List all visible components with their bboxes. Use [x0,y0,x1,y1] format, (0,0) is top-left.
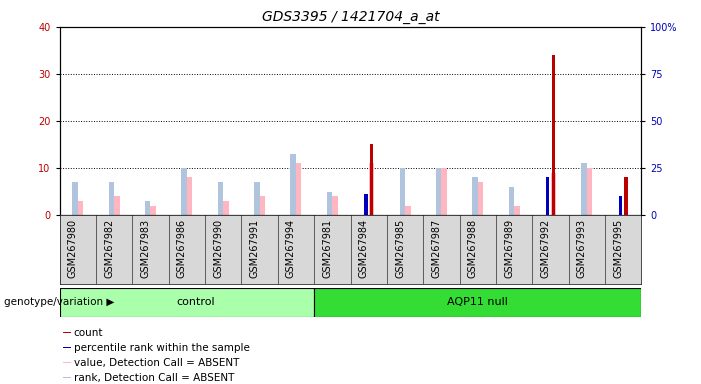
Bar [254,182,259,215]
Text: GSM267986: GSM267986 [177,218,187,278]
Text: AQP11 null: AQP11 null [447,297,508,308]
Text: GSM267988: GSM267988 [468,218,478,278]
Text: GSM267995: GSM267995 [613,218,623,278]
Text: percentile rank within the sample: percentile rank within the sample [74,343,250,353]
Bar [546,177,550,215]
Bar [550,173,556,215]
Bar [514,206,519,215]
Text: GSM267991: GSM267991 [250,218,259,278]
Bar [509,187,514,215]
Text: GSM267990: GSM267990 [213,218,223,278]
Bar [182,168,187,215]
Text: GSM267987: GSM267987 [431,218,442,278]
Bar [369,163,374,215]
Bar [472,177,478,215]
Bar [365,194,367,215]
Bar [63,377,72,378]
Text: GSM267985: GSM267985 [395,218,405,278]
Bar [619,196,622,215]
Bar [218,182,223,215]
Bar [400,168,405,215]
Text: GSM267989: GSM267989 [504,218,514,278]
Bar [327,192,332,215]
Text: rank, Detection Call = ABSENT: rank, Detection Call = ABSENT [74,373,234,383]
Bar [296,163,301,215]
Text: count: count [74,328,103,338]
Text: GDS3395 / 1421704_a_at: GDS3395 / 1421704_a_at [261,10,440,23]
Bar [478,182,483,215]
Text: value, Detection Call = ABSENT: value, Detection Call = ABSENT [74,358,239,368]
Text: GSM267992: GSM267992 [540,218,550,278]
Bar [114,196,120,215]
Text: GSM267993: GSM267993 [577,218,587,278]
Bar [552,55,555,215]
Bar [223,201,229,215]
Text: GSM267981: GSM267981 [322,218,332,278]
Text: GSM267982: GSM267982 [104,218,114,278]
Bar [442,168,447,215]
Bar [332,196,338,215]
Bar [60,288,314,317]
Bar [290,154,296,215]
Bar [581,163,587,215]
Bar [625,177,627,215]
Text: GSM267994: GSM267994 [286,218,296,278]
Bar [436,168,442,215]
Bar [145,201,151,215]
Bar [78,201,83,215]
Bar [259,196,265,215]
Bar [369,144,373,215]
Bar [151,206,156,215]
Bar [187,177,192,215]
Bar [109,182,114,215]
Text: GSM267984: GSM267984 [359,218,369,278]
Bar [63,362,72,363]
Bar [587,168,592,215]
Text: genotype/variation ▶: genotype/variation ▶ [4,297,114,308]
Text: GSM267980: GSM267980 [68,218,78,278]
Bar [314,288,641,317]
Text: control: control [177,297,215,308]
Text: GSM267983: GSM267983 [140,218,151,278]
Bar [72,182,78,215]
Bar [405,206,411,215]
